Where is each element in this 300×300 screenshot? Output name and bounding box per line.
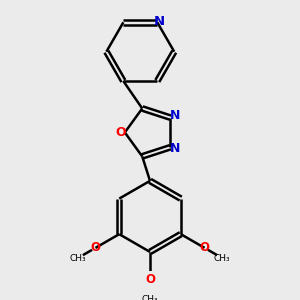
- Text: O: O: [115, 126, 126, 139]
- Text: CH₃: CH₃: [214, 254, 230, 262]
- Text: O: O: [200, 242, 209, 254]
- Text: N: N: [154, 15, 165, 28]
- Text: O: O: [91, 242, 100, 254]
- Text: O: O: [145, 273, 155, 286]
- Text: CH₃: CH₃: [142, 295, 158, 300]
- Text: N: N: [169, 142, 180, 155]
- Text: CH₃: CH₃: [70, 254, 86, 262]
- Text: N: N: [169, 110, 180, 122]
